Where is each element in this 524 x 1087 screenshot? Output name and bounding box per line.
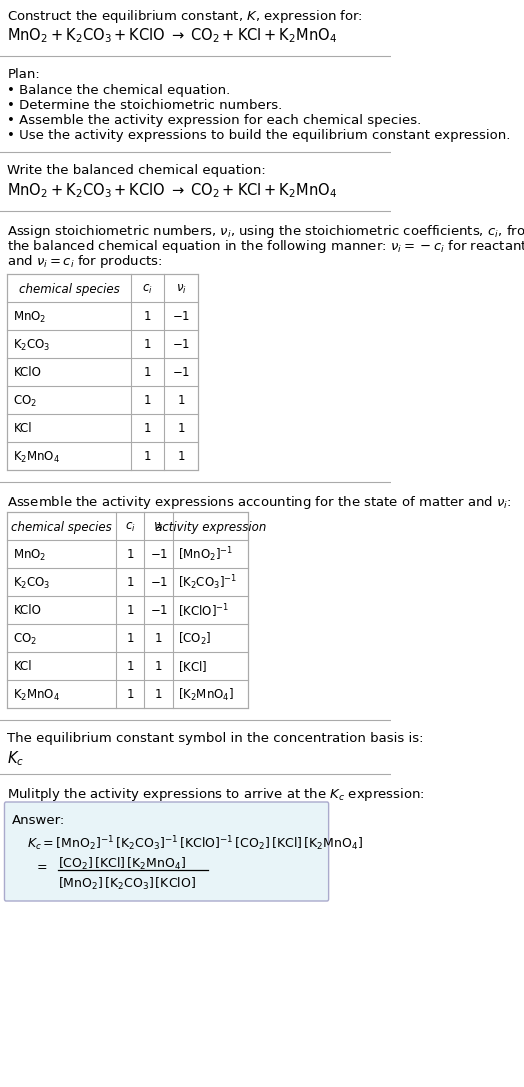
Text: KClO: KClO <box>14 604 41 617</box>
Text: Write the balanced chemical equation:: Write the balanced chemical equation: <box>7 164 266 177</box>
Text: 1: 1 <box>126 549 134 562</box>
Text: 1: 1 <box>177 450 185 463</box>
Text: $\mathrm{K_2MnO_4}$: $\mathrm{K_2MnO_4}$ <box>14 449 61 464</box>
Text: Construct the equilibrium constant, $K$, expression for:: Construct the equilibrium constant, $K$,… <box>7 8 363 25</box>
Text: 1: 1 <box>155 688 162 701</box>
Text: activity expression: activity expression <box>155 521 266 534</box>
Text: $-1$: $-1$ <box>149 576 168 589</box>
Text: • Assemble the activity expression for each chemical species.: • Assemble the activity expression for e… <box>7 114 422 127</box>
Text: $\mathrm{K_2MnO_4}$: $\mathrm{K_2MnO_4}$ <box>14 687 61 702</box>
Text: $\mathrm{K_2CO_3}$: $\mathrm{K_2CO_3}$ <box>14 337 51 352</box>
Text: $\mathrm{CO_2}$: $\mathrm{CO_2}$ <box>14 632 37 647</box>
Text: Plan:: Plan: <box>7 68 40 82</box>
Text: $-1$: $-1$ <box>149 604 168 617</box>
Text: 1: 1 <box>126 661 134 674</box>
Text: $\mathrm{K_2CO_3}$: $\mathrm{K_2CO_3}$ <box>14 575 51 590</box>
Text: $c_i$: $c_i$ <box>125 521 135 534</box>
Text: Mulitply the activity expressions to arrive at the $K_c$ expression:: Mulitply the activity expressions to arr… <box>7 786 425 803</box>
Text: 1: 1 <box>144 423 151 436</box>
Text: $[\mathrm{MnO_2}]^{-1}$: $[\mathrm{MnO_2}]^{-1}$ <box>178 546 233 564</box>
Text: 1: 1 <box>126 604 134 617</box>
Text: the balanced chemical equation in the following manner: $\nu_i = -c_i$ for react: the balanced chemical equation in the fo… <box>7 238 524 255</box>
Text: $-1$: $-1$ <box>149 549 168 562</box>
Text: 1: 1 <box>144 450 151 463</box>
Text: Assign stoichiometric numbers, $\nu_i$, using the stoichiometric coefficients, $: Assign stoichiometric numbers, $\nu_i$, … <box>7 223 524 240</box>
Text: 1: 1 <box>155 661 162 674</box>
Text: KClO: KClO <box>14 366 41 379</box>
Text: $\nu_i$: $\nu_i$ <box>176 283 187 296</box>
Text: chemical species: chemical species <box>11 521 112 534</box>
Text: $\mathrm{MnO_2 + K_2CO_3 + KClO} \;\rightarrow\; \mathrm{CO_2 + KCl + K_2MnO_4}$: $\mathrm{MnO_2 + K_2CO_3 + KClO} \;\righ… <box>7 182 337 200</box>
Text: KCl: KCl <box>14 423 32 436</box>
Text: 1: 1 <box>126 576 134 589</box>
Text: 1: 1 <box>126 688 134 701</box>
Text: $\mathrm{MnO_2}$: $\mathrm{MnO_2}$ <box>14 548 47 563</box>
Text: 1: 1 <box>144 366 151 379</box>
Text: • Determine the stoichiometric numbers.: • Determine the stoichiometric numbers. <box>7 99 283 112</box>
Text: $\mathrm{MnO_2 + K_2CO_3 + KClO} \;\rightarrow\; \mathrm{CO_2 + KCl + K_2MnO_4}$: $\mathrm{MnO_2 + K_2CO_3 + KClO} \;\righ… <box>7 26 337 45</box>
FancyBboxPatch shape <box>5 802 329 901</box>
Text: $K_c = [\mathrm{MnO_2}]^{-1}\,[\mathrm{K_2CO_3}]^{-1}\,[\mathrm{KClO}]^{-1}\,[\m: $K_c = [\mathrm{MnO_2}]^{-1}\,[\mathrm{K… <box>27 834 363 852</box>
Text: $[\mathrm{K_2CO_3}]^{-1}$: $[\mathrm{K_2CO_3}]^{-1}$ <box>178 574 237 592</box>
Text: $\mathrm{MnO_2}$: $\mathrm{MnO_2}$ <box>14 310 47 325</box>
Text: $c_i$: $c_i$ <box>142 283 153 296</box>
Text: and $\nu_i = c_i$ for products:: and $\nu_i = c_i$ for products: <box>7 253 163 270</box>
Text: $[\mathrm{CO_2}]\,[\mathrm{KCl}]\,[\mathrm{K_2MnO_4}]$: $[\mathrm{CO_2}]\,[\mathrm{KCl}]\,[\math… <box>58 855 187 872</box>
Text: $[\mathrm{KCl}]$: $[\mathrm{KCl}]$ <box>178 660 207 674</box>
Text: $\nu_i$: $\nu_i$ <box>154 521 164 534</box>
Text: $-1$: $-1$ <box>172 366 190 379</box>
Text: $=$: $=$ <box>35 859 48 872</box>
Bar <box>7 274 198 470</box>
Text: • Balance the chemical equation.: • Balance the chemical equation. <box>7 84 231 97</box>
Text: 1: 1 <box>177 423 185 436</box>
Text: $\mathrm{CO_2}$: $\mathrm{CO_2}$ <box>14 393 37 409</box>
Text: $[\mathrm{CO_2}]$: $[\mathrm{CO_2}]$ <box>178 630 211 647</box>
Bar <box>7 512 248 708</box>
Text: $[\mathrm{MnO_2}]\,[\mathrm{K_2CO_3}]\,[\mathrm{KClO}]$: $[\mathrm{MnO_2}]\,[\mathrm{K_2CO_3}]\,[… <box>58 876 196 892</box>
Text: chemical species: chemical species <box>19 283 119 296</box>
Text: $K_c$: $K_c$ <box>7 749 25 767</box>
Text: 1: 1 <box>126 633 134 646</box>
Text: Answer:: Answer: <box>12 814 65 827</box>
Text: 1: 1 <box>144 395 151 408</box>
Text: 1: 1 <box>144 311 151 324</box>
Text: KCl: KCl <box>14 661 32 674</box>
Text: The equilibrium constant symbol in the concentration basis is:: The equilibrium constant symbol in the c… <box>7 732 424 745</box>
Text: • Use the activity expressions to build the equilibrium constant expression.: • Use the activity expressions to build … <box>7 129 511 142</box>
Text: $[\mathrm{K_2MnO_4}]$: $[\mathrm{K_2MnO_4}]$ <box>178 687 234 703</box>
Text: 1: 1 <box>177 395 185 408</box>
Text: $-1$: $-1$ <box>172 311 190 324</box>
Text: 1: 1 <box>155 633 162 646</box>
Text: $[\mathrm{KClO}]^{-1}$: $[\mathrm{KClO}]^{-1}$ <box>178 602 229 620</box>
Text: $-1$: $-1$ <box>172 338 190 351</box>
Text: Assemble the activity expressions accounting for the state of matter and $\nu_i$: Assemble the activity expressions accoun… <box>7 493 512 511</box>
Text: 1: 1 <box>144 338 151 351</box>
